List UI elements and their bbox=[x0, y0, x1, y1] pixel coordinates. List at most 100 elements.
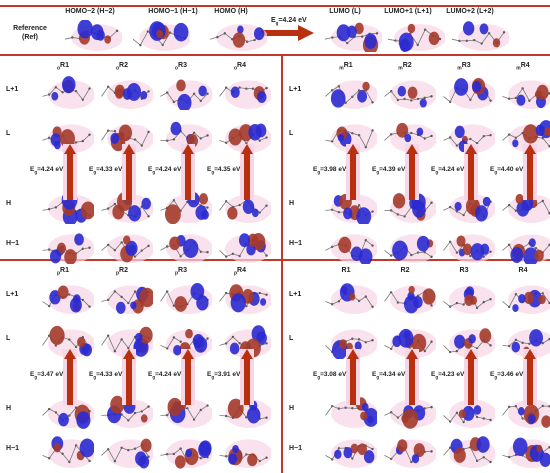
panel-3-title-3: pR3 bbox=[174, 267, 187, 277]
panel-4-title-2: R2 bbox=[400, 267, 410, 274]
panel-1-molecule-2-4 bbox=[101, 234, 153, 263]
row-label: H−1 bbox=[6, 445, 20, 452]
rule-vertical-divider bbox=[281, 55, 283, 473]
panel-3-molecule-4-1 bbox=[219, 284, 271, 314]
gap-arrow bbox=[181, 349, 195, 405]
panel-2-molecule-3-3 bbox=[443, 194, 495, 223]
reference-molecule-3 bbox=[209, 24, 267, 52]
panel-2-molecule-4-2 bbox=[502, 120, 550, 153]
header-col-2: HOMO−1 (H−1) bbox=[148, 8, 198, 15]
header-col-3: HOMO (H) bbox=[214, 8, 248, 15]
row-label: H−1 bbox=[289, 240, 303, 247]
panel-4-molecule-3-3 bbox=[443, 399, 495, 428]
panel-3-title-4: pR4 bbox=[233, 267, 246, 277]
panel-1-molecule-2-1 bbox=[101, 80, 153, 109]
panel-3-title-2: pR2 bbox=[115, 267, 128, 277]
panel-1-molecule-3-3 bbox=[160, 191, 212, 224]
gap-arrow bbox=[523, 144, 537, 200]
row-label: L+1 bbox=[6, 291, 19, 298]
panel-3-molecule-1-1 bbox=[42, 285, 94, 314]
panel-1-molecule-2-2 bbox=[101, 124, 153, 153]
panel-1-gap-3: Eg=4.24 eV bbox=[148, 166, 182, 175]
gap-arrow bbox=[464, 349, 478, 405]
panel-1-gap-2: Eg=4.33 eV bbox=[89, 166, 123, 175]
panel-4-title-1: R1 bbox=[341, 267, 351, 274]
header-col-6: LUMO+2 (L+2) bbox=[446, 8, 494, 15]
gap-arrow bbox=[63, 144, 77, 200]
panel-4-molecule-3-2 bbox=[443, 328, 495, 358]
panel-4-molecule-2-4 bbox=[384, 439, 436, 468]
gap-arrow bbox=[523, 349, 537, 405]
panel-2-gap-2: Eg=4.39 eV bbox=[372, 166, 406, 175]
panel-3-molecule-3-2 bbox=[160, 328, 212, 358]
panel-4-gap-3: Eg=4.23 eV bbox=[431, 371, 465, 380]
panel-3-molecule-3-4 bbox=[160, 439, 212, 469]
panel-3-title-1: pR1 bbox=[56, 267, 69, 277]
panel-2-molecule-4-1 bbox=[502, 80, 550, 109]
reference-molecule-4 bbox=[324, 22, 382, 52]
panel-3-molecule-4-3 bbox=[219, 398, 271, 428]
panel-1-molecule-4-2 bbox=[219, 123, 271, 153]
panel-1-molecule-3-4 bbox=[160, 234, 212, 263]
row-label: H bbox=[289, 200, 295, 207]
panel-1-title-1: oR1 bbox=[56, 62, 69, 72]
panel-1-molecule-4-3 bbox=[219, 194, 271, 223]
panel-2-molecule-2-1 bbox=[384, 80, 436, 109]
panel-3-molecule-2-2 bbox=[101, 326, 153, 358]
gap-arrow bbox=[405, 349, 419, 405]
gap-arrow bbox=[181, 144, 195, 200]
panel-2-title-2: mR2 bbox=[398, 62, 412, 72]
row-label: H bbox=[6, 405, 12, 412]
reference-molecule-6 bbox=[451, 21, 509, 52]
row-label: L bbox=[6, 130, 11, 137]
panel-4-title-4: R4 bbox=[518, 267, 528, 274]
panel-2-gap-3: Eg=4.24 eV bbox=[431, 166, 465, 175]
panel-1-gap-4: Eg=4.35 eV bbox=[207, 166, 241, 175]
panel-1-title-3: oR3 bbox=[174, 62, 187, 72]
panel-4-molecule-4-3 bbox=[502, 399, 550, 428]
panel-2-molecule-1-2 bbox=[325, 124, 377, 153]
panel-2-gap-1: Eg=3.98 eV bbox=[313, 166, 347, 175]
panel-2-molecule-1-1 bbox=[325, 80, 377, 109]
panel-2-molecule-2-4 bbox=[384, 234, 436, 263]
panel-2-molecule-2-2 bbox=[384, 122, 436, 153]
header-col-1: HOMO−2 (H−2) bbox=[65, 8, 115, 15]
panel-1-molecule-4-1 bbox=[219, 80, 271, 109]
reference-molecule-2 bbox=[132, 21, 190, 52]
row-label: L+1 bbox=[6, 86, 19, 93]
reference-gap-label: Eg=4.24 eV bbox=[271, 17, 307, 26]
gap-arrow bbox=[63, 349, 77, 405]
panel-3-gap-3: Eg=4.24 eV bbox=[148, 371, 182, 380]
gap-arrow bbox=[464, 144, 478, 200]
reference-gap-arrow bbox=[262, 25, 314, 41]
row-label: H−1 bbox=[289, 445, 303, 452]
row-label: H−1 bbox=[6, 240, 20, 247]
panel-2-molecule-3-1 bbox=[443, 77, 495, 109]
gap-arrow bbox=[122, 144, 136, 200]
panel-2-title-3: mR3 bbox=[457, 62, 471, 72]
panel-2-molecule-1-3 bbox=[325, 193, 377, 224]
panel-3-gap-2: Eg=4.33 eV bbox=[89, 371, 123, 380]
rule-under-reference bbox=[0, 54, 550, 56]
panel-4-gap-2: Eg=4.34 eV bbox=[372, 371, 406, 380]
panel-4-molecule-2-2 bbox=[384, 328, 436, 358]
panel-2-title-1: mR1 bbox=[339, 62, 353, 72]
panel-3-molecule-2-4 bbox=[101, 438, 153, 469]
panel-2-molecule-1-4 bbox=[325, 234, 377, 264]
header-col-5: LUMO+1 (L+1) bbox=[384, 8, 432, 15]
panel-1-molecule-3-1 bbox=[160, 79, 212, 110]
panel-1-molecule-2-3 bbox=[101, 191, 153, 223]
panel-3-molecule-1-3 bbox=[42, 399, 94, 429]
panel-4-molecule-2-1 bbox=[384, 285, 436, 314]
panel-2-molecule-4-4 bbox=[502, 234, 550, 264]
reference-label-line1: Reference bbox=[13, 25, 47, 32]
panel-4-molecule-3-1 bbox=[443, 285, 495, 314]
row-label: H bbox=[289, 405, 295, 412]
panel-4-molecule-4-1 bbox=[502, 285, 550, 314]
panel-1-gap-1: Eg=4.24 eV bbox=[30, 166, 64, 175]
panel-1-title-2: oR2 bbox=[115, 62, 128, 72]
row-label: L+1 bbox=[289, 291, 302, 298]
panel-3-gap-4: Eg=3.91 eV bbox=[207, 371, 241, 380]
panel-4-molecule-1-1 bbox=[325, 283, 377, 314]
gap-arrow bbox=[122, 349, 136, 405]
